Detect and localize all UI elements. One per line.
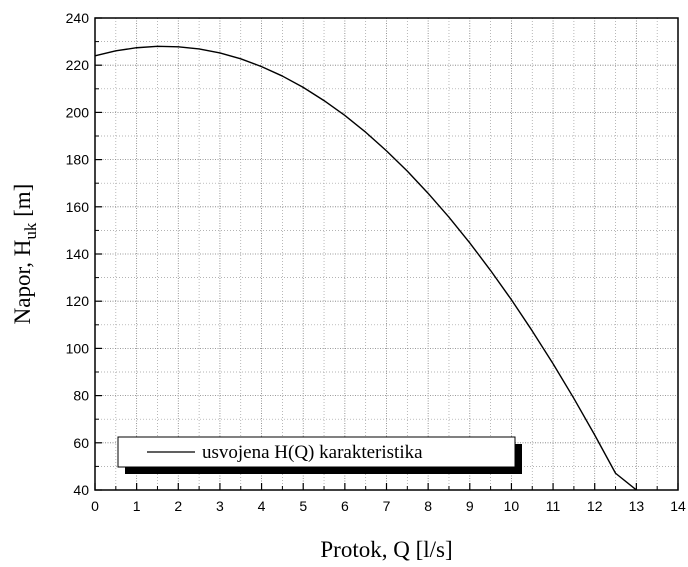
y-tick-labels: 40 60 80 100 120 140 160 180 200 220 240	[66, 10, 90, 498]
legend-box	[117, 436, 516, 468]
y-tick-label: 140	[66, 246, 90, 262]
x-tick-label: 3	[216, 498, 224, 514]
y-tick-label: 120	[66, 293, 90, 309]
y-tick-label: 80	[73, 388, 89, 404]
y-axis-title-unit: [m]	[10, 184, 35, 223]
series-line	[94, 45, 637, 491]
legend-entry-label: usvojena H(Q) karakteristika	[202, 442, 423, 463]
x-tick-label: 13	[629, 498, 645, 514]
y-axis-title-subscript: uk	[21, 222, 40, 240]
x-tick-label: 10	[504, 498, 520, 514]
x-tick-label: 9	[466, 498, 474, 514]
y-tick-label: 180	[66, 152, 90, 168]
axis-ticks	[94, 17, 679, 491]
major-gridlines	[95, 18, 678, 490]
x-tick-label: 7	[383, 498, 391, 514]
x-tick-label: 8	[424, 498, 432, 514]
x-tick-label: 14	[670, 498, 686, 514]
x-tick-label: 12	[587, 498, 603, 514]
x-tick-label: 2	[174, 498, 182, 514]
x-tick-label: 0	[91, 498, 99, 514]
x-tick-label: 5	[299, 498, 307, 514]
x-tick-label: 11	[546, 498, 561, 514]
y-tick-label: 240	[66, 10, 90, 26]
y-axis-title-main: Napor, H	[10, 240, 35, 325]
x-tick-label: 1	[133, 498, 141, 514]
x-tick-label: 4	[258, 498, 266, 514]
y-tick-label: 160	[66, 199, 90, 215]
x-tick-labels: 0 1 2 3 4 5 6 7 8 9 10 11 12 13 14	[91, 498, 686, 514]
y-tick-label: 40	[73, 482, 89, 498]
x-axis-title: Protok, Q [l/s]	[320, 537, 452, 562]
legend: usvojena H(Q) karakteristika	[117, 436, 522, 474]
y-axis-title: Napor, Huk [m]	[10, 184, 40, 325]
y-tick-label: 200	[66, 104, 90, 120]
y-tick-label: 100	[66, 340, 90, 356]
y-tick-label: 220	[66, 57, 90, 73]
series-layer	[94, 45, 637, 491]
y-tick-label: 60	[73, 435, 89, 451]
x-tick-label: 6	[341, 498, 349, 514]
